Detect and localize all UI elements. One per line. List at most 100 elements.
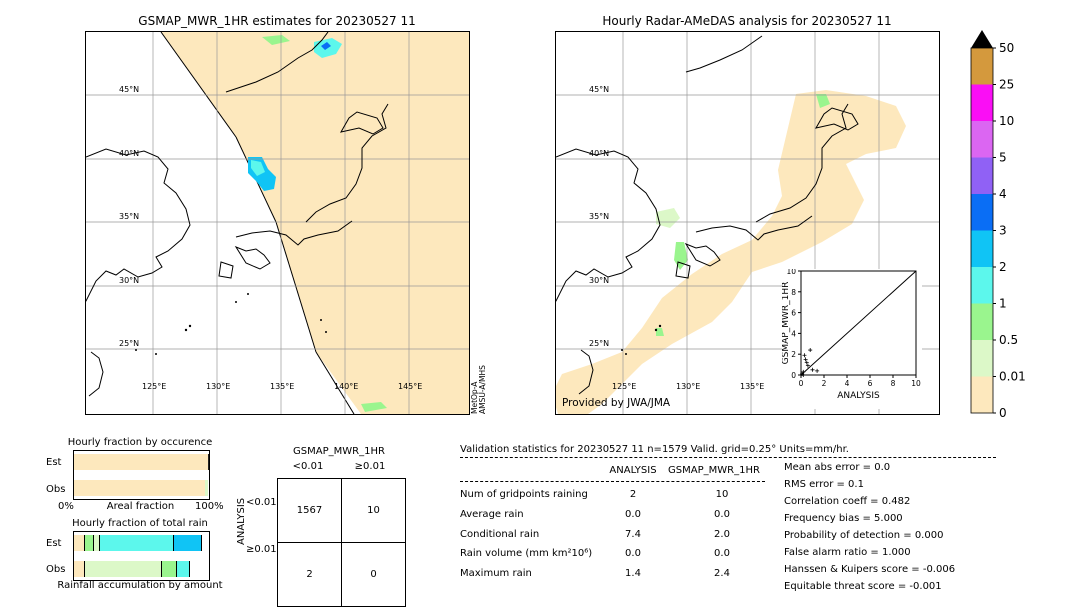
left-map-canvas bbox=[86, 32, 469, 414]
contingency-col-1: ≥0.01 bbox=[354, 461, 386, 472]
rain-bar-segment bbox=[84, 561, 162, 577]
right-map-title: Hourly Radar-AMeDAS analysis for 2023052… bbox=[602, 14, 892, 28]
scatter-plot: 0 2 4 6 8 10 0 2 4 6 8 10 ANALYSIS GSMAP_MWR_1HR bbox=[782, 269, 921, 401]
score-corr: Correlation coeff = 0.482 bbox=[784, 496, 911, 507]
satellite-note: MetOp-A AMSU-A/MHS bbox=[470, 365, 487, 414]
stat-label: Num of gridpoints raining bbox=[460, 489, 588, 500]
y-tick-label: 6 bbox=[791, 309, 796, 318]
y-tick-label: 0 bbox=[791, 371, 796, 380]
right-lat-label-40: 40°N bbox=[589, 149, 610, 158]
occ-bar-obs bbox=[74, 480, 209, 496]
scatter-point bbox=[804, 360, 809, 365]
scatter-point bbox=[808, 348, 813, 353]
rain-bar-segment bbox=[173, 535, 203, 551]
left-map: 45°N 40°N 35°N 30°N 25°N 125°E 130°E 135… bbox=[85, 31, 470, 415]
left-lon-label-130: 130°E bbox=[206, 382, 231, 391]
colorbar-segment bbox=[971, 194, 993, 231]
scatter-point bbox=[805, 363, 810, 368]
rain-bar-segment bbox=[176, 561, 191, 577]
validation-divider bbox=[460, 457, 996, 458]
y-tick-label: 8 bbox=[791, 288, 796, 297]
stat-label: Average rain bbox=[460, 509, 524, 520]
scatter-point bbox=[803, 357, 808, 362]
colorbar-label: 50 bbox=[999, 41, 1014, 55]
contingency-cell: 2 bbox=[277, 542, 342, 607]
right-lon-label-125: 125°E bbox=[612, 382, 637, 391]
colorbar: 0 0.01 0.5 1 2 3 4 5 10 25 50 bbox=[970, 30, 1026, 420]
occurrence-bars bbox=[73, 450, 210, 500]
rain-bar-segment bbox=[94, 535, 100, 551]
stat-analysis: 2 bbox=[629, 489, 637, 500]
colorbar-label: 0.5 bbox=[999, 333, 1018, 347]
satellite-swath bbox=[161, 32, 469, 414]
rain-bar-segment bbox=[74, 535, 85, 551]
y-tick-label: 10 bbox=[786, 269, 796, 276]
left-lon-label-125: 125°E bbox=[142, 382, 167, 391]
right-lat-label-45: 45°N bbox=[589, 85, 610, 94]
colorbar-segment bbox=[971, 121, 993, 158]
scatter-xlabel: ANALYSIS bbox=[837, 391, 880, 401]
left-lon-label-145: 145°E bbox=[398, 382, 423, 391]
right-lon-label-130: 130°E bbox=[676, 382, 701, 391]
occurrence-bar-segment bbox=[74, 480, 205, 496]
left-lat-label-45: 45°N bbox=[119, 85, 140, 94]
score-pod: Probability of detection = 0.000 bbox=[784, 530, 944, 541]
validation-col-analysis: ANALYSIS bbox=[609, 465, 657, 476]
contingency-cell: 10 bbox=[341, 478, 406, 543]
coastline bbox=[556, 148, 661, 302]
score-far: False alarm ratio = 1.000 bbox=[784, 547, 911, 558]
scatter-point bbox=[802, 353, 807, 358]
validation-subdivider bbox=[460, 481, 765, 482]
rain-bar-segment bbox=[84, 535, 95, 551]
scatter-point bbox=[810, 367, 815, 372]
occurrence-title: Hourly fraction by occurence bbox=[67, 437, 213, 448]
rain-bar-est bbox=[74, 535, 209, 551]
left-lat-label-35: 35°N bbox=[119, 212, 140, 221]
contingency-cell: 0 bbox=[341, 542, 406, 607]
stat-analysis: 0.0 bbox=[625, 509, 641, 520]
scatter-frame bbox=[800, 270, 917, 376]
x-tick-label: 6 bbox=[868, 379, 873, 388]
colorbar-segment bbox=[971, 157, 993, 194]
stat-analysis: 7.4 bbox=[625, 529, 641, 540]
colorbar-segment bbox=[971, 230, 993, 267]
score-ets: Equitable threat score = -0.001 bbox=[784, 581, 942, 592]
right-lon-label-135: 135°E bbox=[740, 382, 765, 391]
stat-gsmap: 2.4 bbox=[714, 568, 730, 579]
contingency-col-0: <0.01 bbox=[292, 461, 324, 472]
y-tick-label: 4 bbox=[791, 329, 796, 338]
y-tick-label: 2 bbox=[791, 350, 796, 359]
occ-tick-100: 100% bbox=[195, 501, 224, 512]
colorbar-segment bbox=[971, 303, 993, 340]
colorbar-extend-arrow bbox=[971, 30, 993, 48]
contingency-title: GSMAP_MWR_1HR bbox=[293, 446, 385, 457]
score-rmse: RMS error = 0.1 bbox=[784, 479, 864, 490]
provider-note: Provided by JWA/JMA bbox=[562, 397, 671, 409]
colorbar-segment bbox=[971, 340, 993, 377]
rain-xlabel: Rainfall accumulation by amount bbox=[57, 580, 223, 591]
colorbar-label: 25 bbox=[999, 78, 1014, 92]
right-map: 45°N 40°N 35°N 30°N 25°N 125°E 130°E 135… bbox=[555, 31, 940, 415]
scatter-inset bbox=[782, 269, 922, 409]
occ-tick-0: 0% bbox=[58, 501, 74, 512]
colorbar-label: 0 bbox=[999, 406, 1007, 420]
rain-fraction-title: Hourly fraction of total rain bbox=[72, 518, 208, 529]
colorbar-label: 3 bbox=[999, 224, 1007, 238]
left-lat-label-25: 25°N bbox=[119, 339, 140, 348]
contingency-cell: 1567 bbox=[277, 478, 342, 543]
stat-label: Maximum rain bbox=[460, 568, 532, 579]
right-lat-label-35: 35°N bbox=[589, 212, 610, 221]
occ-label-est: Est bbox=[46, 457, 62, 468]
stat-analysis: 1.4 bbox=[625, 568, 641, 579]
colorbar-label: 2 bbox=[999, 260, 1007, 274]
colorbar-segment bbox=[971, 48, 993, 85]
colorbar-label: 4 bbox=[999, 187, 1007, 201]
radar-coverage bbox=[556, 90, 906, 414]
x-tick-label: 8 bbox=[891, 379, 896, 388]
diagonal-line bbox=[800, 270, 917, 376]
right-lat-label-25: 25°N bbox=[589, 339, 610, 348]
colorbar-label: 5 bbox=[999, 151, 1007, 165]
rain-label-est: Est bbox=[46, 538, 62, 549]
scatter-point bbox=[801, 373, 806, 377]
rain-fraction-bars bbox=[73, 531, 210, 581]
